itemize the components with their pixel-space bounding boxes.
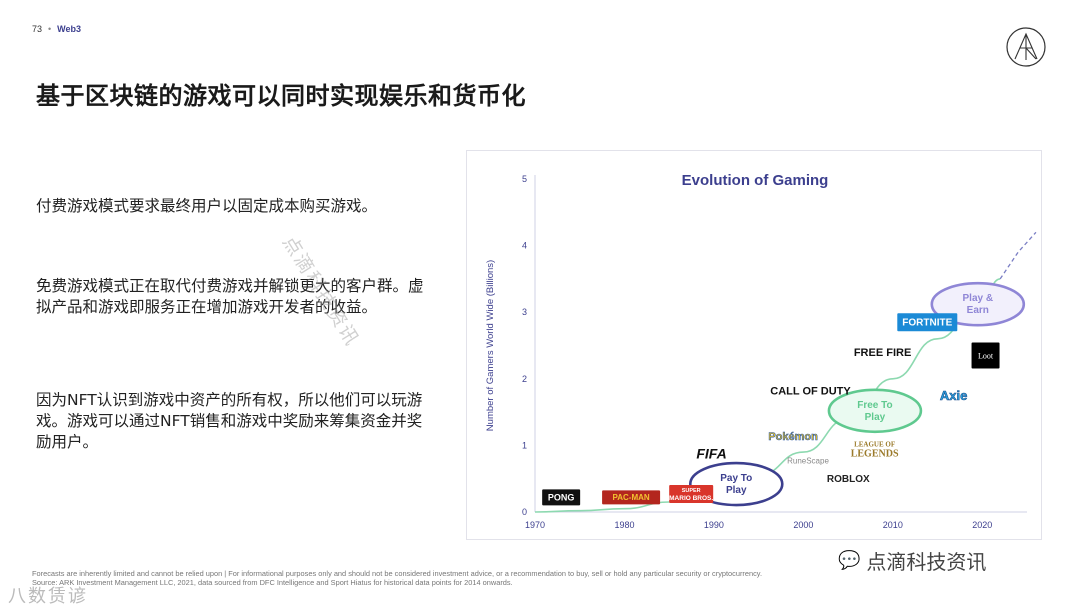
game-logo-lol: LEAGUE OF <box>854 441 895 449</box>
game-logo-pong-bg <box>542 489 581 506</box>
section-label: Web3 <box>57 24 82 34</box>
game-logo-mario-bg <box>669 485 714 504</box>
x-tick-label: 1970 <box>525 520 545 530</box>
y-tick-label: 2 <box>522 374 527 384</box>
game-logo-lol-sub: LEGENDS <box>851 449 899 460</box>
game-logo-fifa: FIFA <box>696 445 726 461</box>
game-logo-mario: SUPER <box>682 488 701 494</box>
game-logo-pacman-bg <box>602 490 661 505</box>
wechat-icon: 💬 <box>838 550 861 571</box>
projection-line <box>999 231 1037 280</box>
y-axis-label: Number of Gamers World Wide (Billions) <box>485 260 496 431</box>
evolution-chart: Evolution of Gaming 0 1 2 3 4 5 1970 1980 1990 200… <box>466 150 1042 540</box>
era-bubble <box>827 388 923 434</box>
era-bubble-label: Free To <box>857 400 892 411</box>
x-tick-label: 2010 <box>883 520 903 530</box>
footnote: Forecasts are inherently limited and can… <box>32 569 932 587</box>
y-tick-label: 4 <box>522 241 527 251</box>
y-tick-label: 3 <box>522 307 527 317</box>
brand-watermark-text: 点滴科技资讯 <box>866 550 987 574</box>
era-bubble-label: Pay To <box>720 473 752 484</box>
slide-header: 73 • Web3 <box>32 24 81 34</box>
game-logo-pokemon: Pokémon <box>768 431 818 443</box>
x-tick-label: 2020 <box>972 520 992 530</box>
game-logo-freefire: FREE FIRE <box>854 347 911 359</box>
game-logo-cod: CALL OF DUTY <box>770 386 851 398</box>
chart-title: Evolution of Gaming <box>682 172 829 189</box>
footnote-disclaimer: Forecasts are inherently limited and can… <box>32 569 763 578</box>
y-tick-label: 1 <box>522 440 527 450</box>
game-logo-pong: PONG <box>548 492 575 502</box>
brand-watermark: 💬 点滴科技资讯 <box>838 546 986 575</box>
header-separator: • <box>48 24 52 34</box>
era-bubble <box>688 461 784 507</box>
game-logo-roblox: ROBLOX <box>827 474 870 485</box>
game-logo-fortnite-bg <box>897 313 958 332</box>
gamers-series-line <box>534 278 1001 513</box>
game-logo-runescape: RuneScape <box>787 457 829 466</box>
game-logo-loot-bg <box>971 342 1000 369</box>
slide-title: 基于区块链的游戏可以同时实现娱乐和货币化 <box>36 82 526 110</box>
game-logo-pacman: PAC-MAN <box>612 493 649 502</box>
corner-watermark: 八数赁谚 <box>8 586 88 607</box>
game-logo-axie: Axie <box>940 388 967 403</box>
y-tick-label: 0 <box>522 507 527 517</box>
era-bubble-label: Play & <box>963 293 994 304</box>
game-logo-mario-sub: MARIO BROS. <box>669 495 713 502</box>
page-number: 73 <box>32 24 43 34</box>
game-logo-loot: Loot <box>978 351 994 360</box>
era-bubble-label: Earn <box>967 305 989 316</box>
ark-logo-icon <box>1006 27 1046 67</box>
footnote-source: Source: ARK Investment Management LLC, 2… <box>32 578 513 587</box>
x-tick-label: 1980 <box>614 520 634 530</box>
era-bubble-label: Play <box>865 412 886 423</box>
era-bubble-label: Play <box>726 485 747 496</box>
x-tick-label: 2000 <box>793 520 813 530</box>
y-tick-label: 5 <box>522 174 527 184</box>
paragraph-play-and-earn: 因为NFT认识到游戏中资产的所有权，所以他们可以玩游戏。游戏可以通过NFT销售和… <box>36 391 423 451</box>
chart-svg: Evolution of Gaming 0 1 2 3 4 5 1970 1980 1990 200… <box>485 172 1037 530</box>
paragraph-pay-to-play: 付费游戏模式要求最终用户以固定成本购买游戏。 <box>36 197 378 215</box>
x-tick-label: 1990 <box>704 520 724 530</box>
paragraph-free-to-play: 免费游戏模式正在取代付费游戏并解锁更大的客户群。虚拟产品和游戏即服务正在增加游戏… <box>36 277 424 316</box>
game-logo-fortnite: FORTNITE <box>902 318 952 329</box>
